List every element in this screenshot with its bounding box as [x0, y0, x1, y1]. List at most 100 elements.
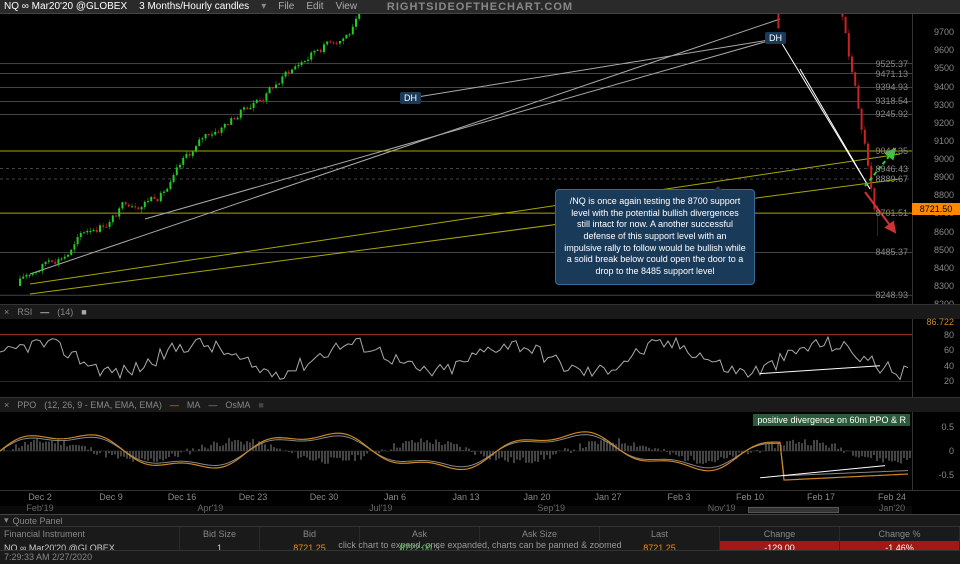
quote-panel-header: ▾ Quote Panel [0, 515, 960, 527]
ppo-tick: 0 [949, 446, 954, 456]
price-level-label: 9525.37 [875, 59, 908, 69]
rsi-svg [0, 319, 912, 397]
rsi-tick: 20 [944, 376, 954, 386]
time-tick: Dec 16 [168, 492, 197, 502]
quote-col-change: Change [720, 527, 840, 541]
quote-col-ask: Ask [360, 527, 480, 541]
price-tick: 8800 [934, 190, 954, 200]
price-level-label: 8485.37 [875, 247, 908, 257]
time-tick-overview: Jan'20 [879, 503, 905, 513]
ppo-legend-ma: MA [187, 400, 201, 410]
price-tick: 8900 [934, 172, 954, 182]
rsi-tick: 60 [944, 345, 954, 355]
price-chart-svg [0, 14, 912, 304]
price-tick: 9300 [934, 100, 954, 110]
time-tick: Dec 23 [239, 492, 268, 502]
quote-col-bidsize: Bid Size [180, 527, 260, 541]
price-tick: 8600 [934, 227, 954, 237]
price-level-label: 9394.93 [875, 82, 908, 92]
price-level-label: 9044.35 [875, 146, 908, 156]
price-level-label: 9245.92 [875, 109, 908, 119]
top-toolbar: NQ ∞ Mar20'20 @GLOBEX 3 Months/Hourly ca… [0, 0, 960, 14]
close-icon[interactable]: × [4, 400, 9, 410]
price-tick: 8500 [934, 245, 954, 255]
symbol-label: NQ ∞ Mar20'20 @GLOBEX [4, 1, 127, 12]
price-level-label: 9318.54 [875, 96, 908, 106]
price-tick: 9600 [934, 45, 954, 55]
time-tick: Jan 27 [594, 492, 621, 502]
price-axis: 8200830084008500860087008800890090009100… [912, 14, 960, 304]
menu-view[interactable]: View [336, 1, 358, 12]
price-level-label: 8946.43 [875, 164, 908, 174]
rsi-axis: 2040608086.722 [912, 319, 960, 397]
current-price-marker: 8721.50 [912, 203, 960, 215]
ppo-panel: × PPO (12, 26, 9 - EMA, EMA, EMA) — MA —… [0, 397, 960, 490]
scroll-handle[interactable] [748, 507, 839, 513]
positive-divergence-label: positive divergence on 60m PPO & R [753, 414, 910, 426]
price-level-label: 8889.67 [875, 174, 908, 184]
close-icon[interactable]: × [4, 307, 9, 317]
ppo-params: (12, 26, 9 - EMA, EMA, EMA) [44, 400, 162, 410]
dh-label: DH [765, 32, 786, 44]
quote-col-last: Last [600, 527, 720, 541]
price-tick: 8300 [934, 281, 954, 291]
dropdown-icon[interactable]: ▾ [261, 1, 266, 12]
quote-col-instrument: Financial Instrument [0, 527, 180, 541]
price-level-label: 8701.51 [875, 208, 908, 218]
quote-col-changepct: Change % [840, 527, 960, 541]
time-tick: Dec 9 [99, 492, 123, 502]
quote-col-bid: Bid [260, 527, 360, 541]
dh-label: DH [400, 92, 421, 104]
rsi-panel: × RSI — (14) ■ 2040608086.722 [0, 304, 960, 397]
ppo-body[interactable]: -0.5 0 0.5 positive divergence on 60m PPO … [0, 412, 960, 490]
time-tick-overview: Jul'19 [369, 503, 392, 513]
rsi-tick: 80 [944, 330, 954, 340]
annotation-callout: /NQ is once again testing the 8700 suppo… [555, 189, 755, 285]
time-tick: Feb 24 [878, 492, 906, 502]
time-tick: Jan 6 [384, 492, 406, 502]
price-tick: 9500 [934, 63, 954, 73]
price-level-label: 8248.93 [875, 290, 908, 300]
collapse-icon[interactable]: ▾ [4, 515, 9, 526]
ppo-tick: 0.5 [941, 422, 954, 432]
time-tick: Dec 2 [28, 492, 52, 502]
menu-edit[interactable]: Edit [306, 1, 323, 12]
ppo-label: PPO [17, 400, 36, 410]
timeframe-label: 3 Months/Hourly candles [139, 1, 249, 12]
time-tick-overview: Sep'19 [537, 503, 565, 513]
time-tick-overview: Feb'19 [26, 503, 53, 513]
expand-hint: click chart to expand. once expanded, ch… [338, 540, 621, 550]
status-bar: 7:29:33 AM 2/27/2020 [0, 550, 960, 564]
price-tick: 9200 [934, 118, 954, 128]
price-level-label: 9471.13 [875, 69, 908, 79]
price-tick: 8400 [934, 263, 954, 273]
time-tick: Jan 20 [523, 492, 550, 502]
time-tick-overview: Nov'19 [708, 503, 736, 513]
ppo-header: × PPO (12, 26, 9 - EMA, EMA, EMA) — MA —… [0, 398, 960, 412]
time-tick-overview: Apr'19 [198, 503, 224, 513]
menu-file[interactable]: File [278, 1, 294, 12]
rsi-body[interactable]: 2040608086.722 [0, 319, 960, 397]
time-tick: Feb 10 [736, 492, 764, 502]
ppo-tick: -0.5 [938, 470, 954, 480]
rsi-label: RSI [17, 307, 32, 317]
rsi-params: (14) [57, 307, 73, 317]
time-tick: Dec 30 [310, 492, 339, 502]
annotation-text: /NQ is once again testing the 8700 suppo… [564, 196, 746, 276]
rsi-header: × RSI — (14) ■ [0, 305, 960, 319]
time-tick: Feb 17 [807, 492, 835, 502]
rsi-current: 86.722 [926, 317, 954, 327]
quote-panel-title: Quote Panel [13, 516, 63, 526]
time-tick: Jan 13 [452, 492, 479, 502]
price-tick: 9100 [934, 136, 954, 146]
price-chart[interactable]: 8200830084008500860087008800890090009100… [0, 14, 960, 304]
price-tick: 9000 [934, 154, 954, 164]
quote-col-asksize: Ask Size [480, 527, 600, 541]
price-tick: 9400 [934, 82, 954, 92]
time-tick: Feb 3 [667, 492, 690, 502]
ppo-axis: -0.5 0 0.5 [912, 412, 960, 490]
status-time: 7:29:33 AM 2/27/2020 [4, 552, 92, 562]
price-tick: 9700 [934, 27, 954, 37]
time-scrollbar[interactable] [0, 506, 912, 514]
site-watermark: RIGHTSIDEOFTHECHART.COM [387, 1, 573, 13]
